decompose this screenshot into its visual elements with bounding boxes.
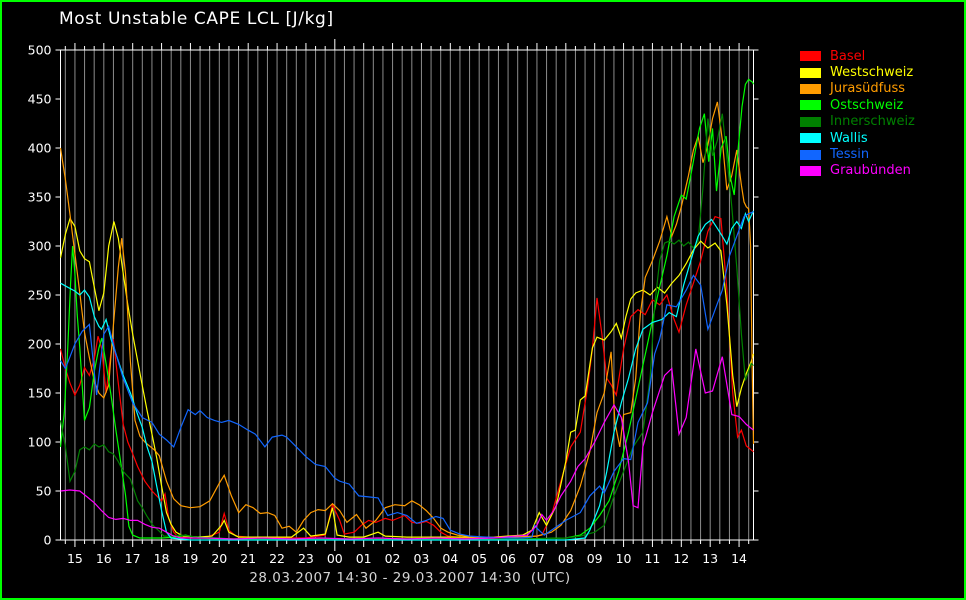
x-tick-label: 16 — [96, 551, 112, 566]
x-tick-label: 23 — [298, 551, 314, 566]
legend-item-jurasuedfuss: Jurasüdfuss — [800, 81, 915, 97]
x-tick-label: 02 — [385, 551, 401, 566]
y-tick-label: 400 — [28, 141, 52, 156]
legend-swatch-basel — [800, 51, 821, 62]
chart-title: Most Unstable CAPE LCL [J/kg] — [59, 9, 334, 29]
y-axis-labels: 0 50 100 150 200 250 300 350 400 450 500 — [28, 43, 52, 548]
x-tick-label: 18 — [154, 551, 170, 566]
series-lines — [59, 78, 755, 541]
y-tick-label: 450 — [28, 92, 52, 107]
legend-label-innerschweiz: Innerschweiz — [830, 114, 915, 130]
x-tick-label: 22 — [269, 551, 285, 566]
series-jurasuedfuss — [59, 101, 755, 538]
x-tick-label: 12 — [673, 551, 689, 566]
x-tick-label: 03 — [413, 551, 429, 566]
x-tick-label: 04 — [442, 551, 458, 566]
legend-label-basel: Basel — [830, 48, 866, 64]
y-tick-label: 200 — [28, 337, 52, 352]
x-tick-label: 00 — [327, 551, 343, 566]
legend-swatch-jurasuedfuss — [800, 83, 821, 94]
x-axis-labels: 15 16 17 18 19 20 21 22 23 00 01 02 03 04 05 06 07 08 09 10… — [67, 551, 747, 566]
legend-item-basel: Basel — [800, 48, 915, 64]
y-tick-label: 300 — [28, 239, 52, 254]
x-tick-label: 11 — [644, 551, 660, 566]
x-tick-label: 14 — [731, 551, 747, 566]
legend-label-ostschweiz: Ostschweiz — [830, 97, 904, 113]
legend-item-westschweiz: Westschweiz — [800, 64, 915, 80]
y-tick-label: 50 — [36, 484, 52, 499]
series-tessin — [59, 211, 754, 539]
x-tick-label: 07 — [529, 551, 545, 566]
series-basel — [59, 215, 754, 539]
series-innerschweiz — [59, 113, 754, 540]
x-axis-range-label: 28.03.2007 14:30 - 29.03.2007 14:30 (UTC… — [249, 570, 571, 586]
legend-item-innerschweiz: Innerschweiz — [800, 114, 915, 130]
series-wallis — [60, 210, 755, 541]
series-graubuenden — [60, 348, 754, 540]
x-tick-label: 08 — [558, 551, 574, 566]
x-tick-label: 15 — [67, 551, 83, 566]
legend-swatch-graubuenden — [800, 165, 821, 176]
x-tick-label: 09 — [587, 551, 603, 566]
x-tick-label: 17 — [125, 551, 141, 566]
y-tick-label: 100 — [28, 435, 52, 450]
y-tick-label: 350 — [28, 190, 52, 205]
series-ostschweiz — [59, 78, 755, 540]
x-tick-label: 13 — [702, 551, 718, 566]
legend-swatch-wallis — [800, 133, 821, 144]
x-tick-label: 21 — [240, 551, 256, 566]
legend-item-graubuenden: Graubünden — [800, 163, 915, 179]
legend-label-westschweiz: Westschweiz — [830, 65, 914, 81]
tick-marks — [55, 39, 759, 551]
legend-swatch-ostschweiz — [800, 100, 821, 111]
legend-item-tessin: Tessin — [800, 146, 915, 162]
legend-swatch-westschweiz — [800, 67, 821, 78]
legend-swatch-innerschweiz — [800, 116, 821, 127]
legend-item-wallis: Wallis — [800, 130, 915, 146]
legend: Basel Westschweiz Jurasüdfuss Ostschweiz Inn… — [800, 48, 915, 179]
legend-item-ostschweiz: Ostschweiz — [800, 97, 915, 113]
x-tick-label: 05 — [471, 551, 487, 566]
x-tick-label: 01 — [356, 551, 372, 566]
legend-label-graubuenden: Graubünden — [830, 163, 911, 179]
y-tick-label: 150 — [28, 386, 52, 401]
y-tick-label: 0 — [44, 533, 52, 548]
x-tick-label: 19 — [182, 551, 198, 566]
x-tick-label: 20 — [211, 551, 227, 566]
y-tick-label: 500 — [28, 43, 52, 58]
x-tick-label: 10 — [616, 551, 632, 566]
grid-lines — [64, 50, 750, 540]
legend-label-wallis: Wallis — [830, 130, 868, 146]
legend-label-jurasuedfuss: Jurasüdfuss — [830, 81, 906, 97]
y-tick-label: 250 — [28, 288, 52, 303]
x-tick-label: 06 — [500, 551, 516, 566]
legend-label-tessin: Tessin — [830, 147, 870, 163]
legend-swatch-tessin — [800, 149, 821, 160]
